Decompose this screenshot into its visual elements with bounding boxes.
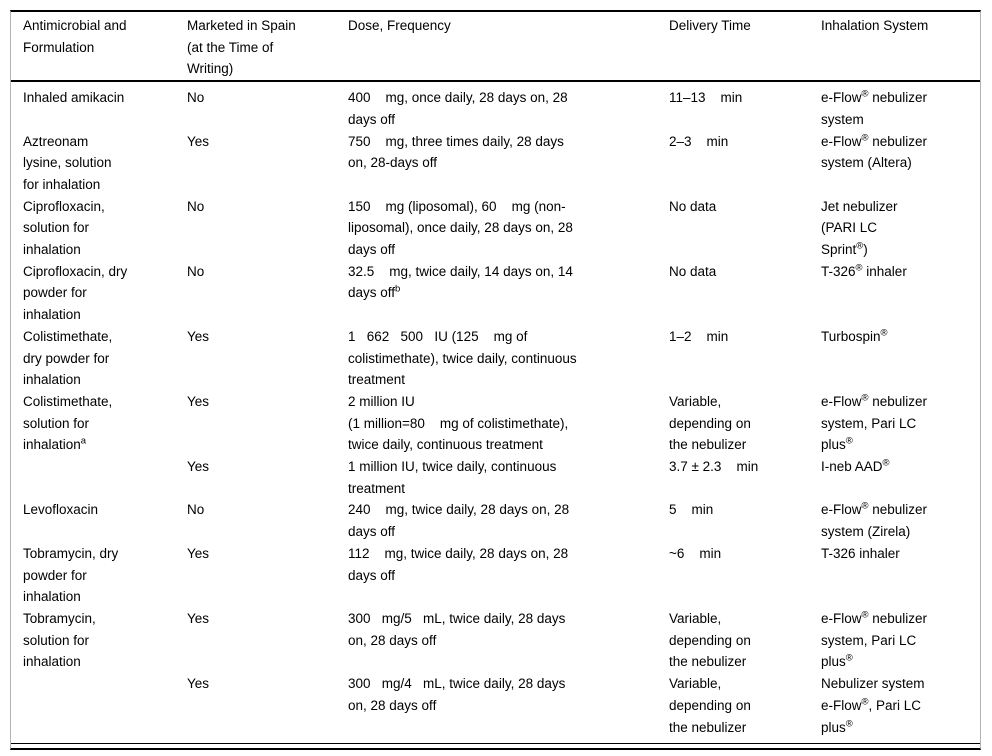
cell-inhalation-system: T-326® inhaler: [821, 262, 907, 279]
cell-dose: 750 mg, three times daily, 28 days on, 2…: [348, 133, 564, 171]
cell-delivery-time: No data: [669, 198, 717, 214]
column-header-inhalation-system: Inhalation System: [809, 12, 980, 83]
cell-antimicrobial: Ciprofloxacin, solution for inhalation: [23, 198, 105, 258]
cell-antimicrobial: [11, 456, 175, 499]
cell-marketed: Yes: [187, 610, 210, 626]
cell-antimicrobial: Colistimethate, solution for inhalationa: [23, 393, 113, 453]
table-row: Levofloxacin No 240 mg, twice daily, 28 …: [11, 499, 980, 542]
cell-inhalation-system: e-Flow® nebulizer system (Zirela): [821, 500, 928, 540]
cell-dose: 150 mg (liposomal), 60 mg (non- liposoma…: [348, 198, 573, 258]
column-header-delivery-time: Delivery Time: [657, 12, 809, 83]
table-row: Tobramycin, dry powder for inhalation Ye…: [11, 543, 980, 608]
cell-marketed: Yes: [187, 459, 210, 475]
cell-antimicrobial: Tobramycin, dry powder for inhalation: [23, 545, 119, 605]
cell-delivery-time: No data: [669, 263, 717, 279]
cell-delivery-time: Variable, depending on the nebulizer: [669, 393, 751, 453]
cell-marketed: Yes: [187, 133, 210, 149]
table-row: Inhaled amikacin No 400 mg, once daily, …: [11, 81, 980, 130]
cell-inhalation-system: T-326 inhaler: [821, 545, 900, 561]
cell-marketed: Yes: [187, 328, 210, 344]
table-row: Colistimethate, dry powder for inhalatio…: [11, 326, 980, 391]
cell-dose: 2 million IU (1 million=80 mg of colisti…: [348, 393, 569, 453]
table-row: Ciprofloxacin, dry powder for inhalation…: [11, 261, 980, 326]
cell-delivery-time: 1–2 min: [669, 328, 729, 344]
cell-dose: 112 mg, twice daily, 28 days on, 28 days…: [348, 545, 569, 583]
cell-inhalation-system: e-Flow® nebulizer system, Pari LC plus®: [821, 392, 928, 453]
cell-inhalation-system: I-neb AAD®: [821, 457, 890, 475]
cell-inhalation-system: e-Flow® nebulizer system (Altera): [821, 132, 928, 171]
column-header-marketed: Marketed in Spain (at the Time of Writin…: [175, 12, 336, 83]
cell-antimicrobial: [11, 673, 175, 745]
table-row: Aztreonam lysine, solution for inhalatio…: [11, 131, 980, 196]
cell-delivery-time: 5 min: [669, 502, 714, 518]
table-row: Colistimethate, solution for inhalationa…: [11, 391, 980, 456]
cell-delivery-time: 11–13 min: [669, 90, 743, 106]
cell-marketed: Yes: [175, 673, 336, 745]
cell-dose: 240 mg, twice daily, 28 days on, 28 days…: [348, 502, 570, 540]
cell-marketed: Yes: [187, 545, 210, 561]
cell-delivery-time: ~6 min: [669, 545, 722, 561]
cell-antimicrobial: Ciprofloxacin, dry powder for inhalation: [23, 263, 128, 323]
table-body: Inhaled amikacin No 400 mg, once daily, …: [11, 81, 980, 745]
cell-antimicrobial: Inhaled amikacin: [23, 90, 125, 106]
cell-antimicrobial: Aztreonam lysine, solution for inhalatio…: [23, 133, 112, 192]
cell-dose: 1 million IU, twice daily, continuous tr…: [348, 459, 557, 496]
header-row: Antimicrobial and Formulation Marketed i…: [11, 12, 980, 83]
table-row: Ciprofloxacin, solution for inhalation N…: [11, 196, 980, 261]
cell-antimicrobial: Levofloxacin: [23, 502, 99, 518]
antimicrobials-table: Antimicrobial and Formulation Marketed i…: [11, 12, 980, 745]
cell-inhalation-system: Nebulizer system e-Flow®, Pari LC plus®: [809, 673, 980, 745]
cell-antimicrobial: Colistimethate, dry powder for inhalatio…: [23, 328, 113, 388]
table-row: Yes 300 mg/4 mL, twice daily, 28 days on…: [11, 673, 980, 745]
cell-inhalation-system: Jet nebulizer (PARI LC Sprint®): [821, 198, 898, 258]
table-row: Yes 1 million IU, twice daily, continuou…: [11, 456, 980, 499]
cell-marketed: No: [187, 502, 205, 518]
column-header-dose: Dose, Frequency: [336, 12, 657, 83]
cell-antimicrobial: Tobramycin, solution for inhalation: [23, 610, 96, 670]
cell-dose: 300 mg/4 mL, twice daily, 28 days on, 28…: [336, 673, 657, 745]
cell-inhalation-system: e-Flow® nebulizer system, Pari LC plus®: [821, 609, 928, 670]
cell-marketed: No: [187, 198, 205, 214]
cell-delivery-time: 2–3 min: [669, 133, 729, 149]
cell-inhalation-system: e-Flow® nebulizer system: [821, 88, 928, 127]
cell-dose: 32.5 mg, twice daily, 14 days on, 14 day…: [348, 263, 573, 301]
cell-dose: 300 mg/5 mL, twice daily, 28 days on, 28…: [348, 610, 566, 648]
cell-delivery-time: Variable, depending on the nebulizer: [657, 673, 809, 745]
cell-dose: 400 mg, once daily, 28 days on, 28 days …: [348, 90, 568, 127]
cell-inhalation-system: Turbospin®: [821, 327, 888, 344]
cell-marketed: No: [187, 263, 205, 279]
table-header: Antimicrobial and Formulation Marketed i…: [11, 12, 980, 83]
table-row: Tobramycin, solution for inhalation Yes …: [11, 608, 980, 673]
cell-marketed: No: [187, 90, 205, 106]
column-header-antimicrobial: Antimicrobial and Formulation: [11, 12, 175, 83]
cell-dose: 1 662 500 IU (125 mg of colistimethate),…: [348, 328, 577, 388]
cell-delivery-time: 3.7 ± 2.3 min: [669, 459, 759, 475]
cell-marketed: Yes: [187, 393, 210, 409]
antimicrobials-table-frame: Antimicrobial and Formulation Marketed i…: [10, 10, 981, 751]
cell-delivery-time: Variable, depending on the nebulizer: [669, 610, 751, 670]
